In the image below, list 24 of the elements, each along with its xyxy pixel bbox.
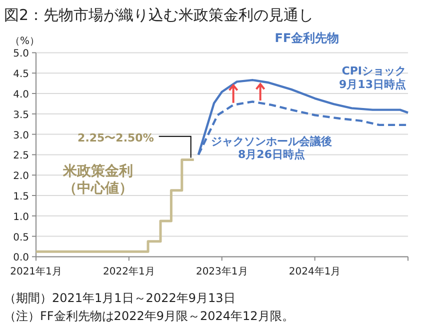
y-tick-label: 0.0	[13, 252, 29, 264]
title: 図2：先物市場が織り込む米政策金利の見通し	[4, 6, 314, 24]
series-label: ジャクソンホール会議後 8月26日時点	[211, 134, 332, 162]
y-axis-title: （%）	[10, 36, 40, 47]
y-tick-label: 3.5	[13, 110, 29, 121]
annotation: 2.25〜2.50%	[78, 131, 154, 144]
y-tick-label: 1.5	[13, 192, 29, 202]
text: FF金利先物	[274, 31, 340, 45]
text: 米政策金利（中心値）	[62, 164, 133, 196]
y-tick-label: 2.5	[13, 150, 29, 162]
text: （注）FF金利先物は2022年9月限～2024年12月限。	[4, 309, 294, 323]
text: （期間）2021年1月1日～2022年9月13日	[4, 291, 236, 305]
y-tick-label: 4.5	[13, 69, 29, 80]
y-tick-label: 5.0	[13, 48, 29, 60]
y-tick-label: 0.5	[13, 232, 29, 244]
y-tick-label: 3.0	[13, 130, 29, 142]
y-tick-label: 2.0	[13, 171, 29, 182]
x-tick-label: 2021年1月	[10, 266, 62, 278]
x-tick-label: 2023年1月	[196, 266, 248, 278]
x-tick-label: 2022年1月	[103, 266, 155, 278]
y-tick-label: 4.0	[13, 90, 29, 100]
series-label: CPIショック 9月13日時点	[339, 64, 406, 91]
x-tick-label: 2024年1月	[288, 266, 341, 278]
y-tick-label: 1.0	[13, 212, 29, 223]
